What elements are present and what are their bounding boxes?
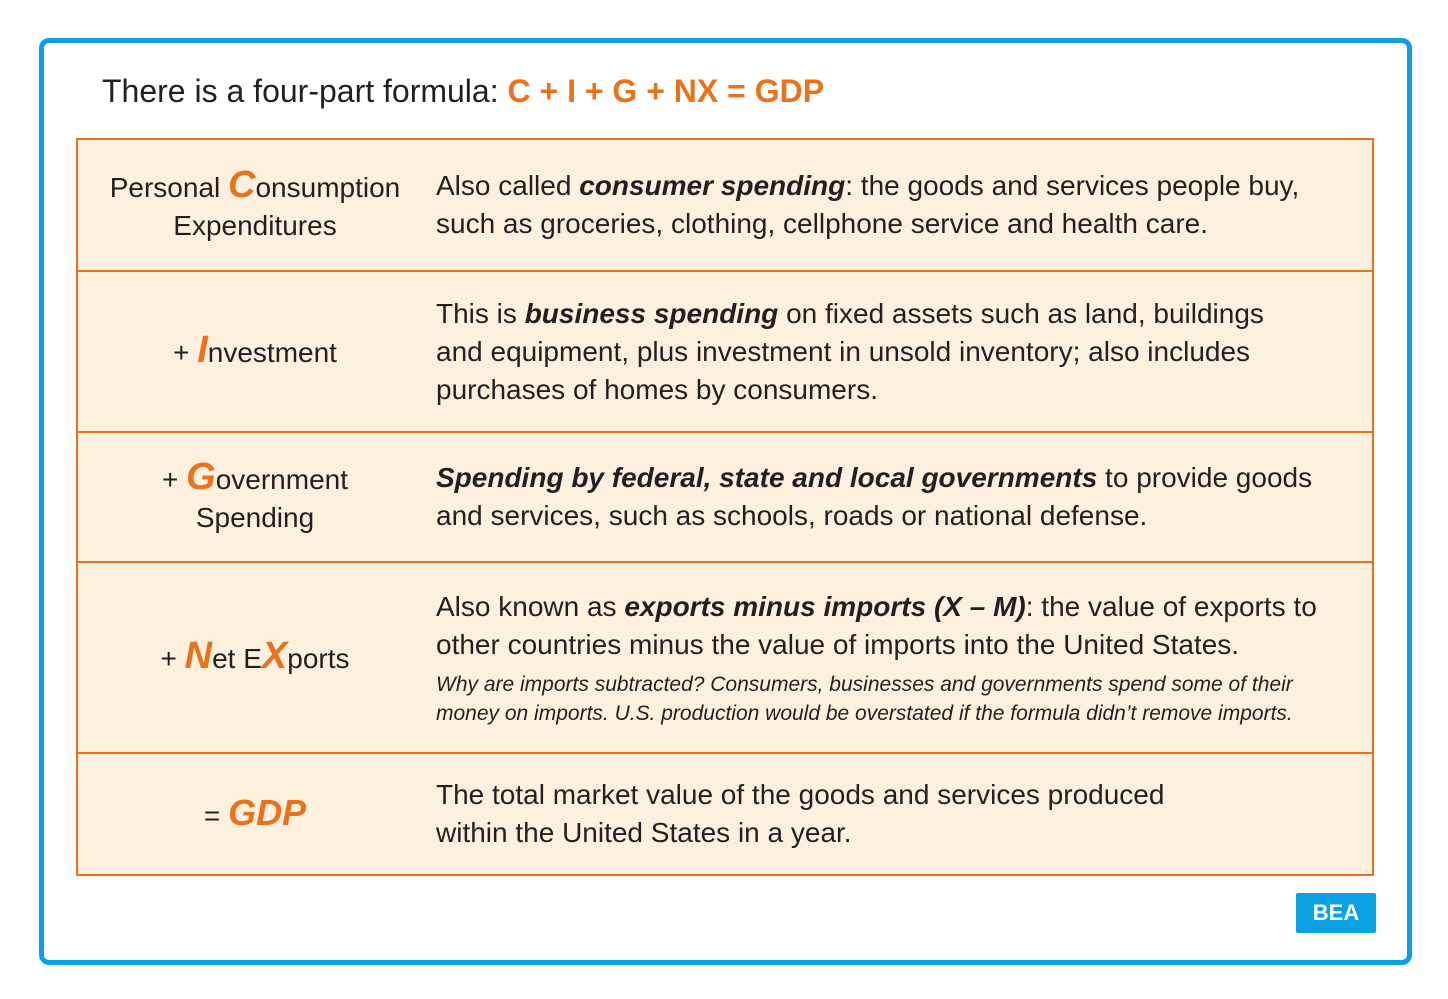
desc-text: Also known as (436, 590, 625, 622)
desc-investment: This is business spending on fixed asset… (428, 272, 1372, 431)
term-prefix: + (173, 337, 198, 368)
table-row-gdp: = GDP The total market value of the good… (78, 754, 1372, 874)
term-letter-n: N (184, 635, 213, 677)
term-consumption: Personal Consumption Expenditures (78, 140, 428, 270)
desc-net-exports: Also known as exports minus imports (X –… (428, 563, 1372, 752)
table-row-government: + Government Spending Spending by federa… (78, 433, 1372, 563)
desc-text: on fixed assets such as land, buildings … (436, 297, 1264, 405)
slide-title: There is a four-part formula: C + I + G … (102, 73, 824, 110)
term-net-exports: + Net EXports (78, 563, 428, 752)
desc-text: to provide goods and services, such as s… (436, 462, 1313, 531)
term-rest: overnment (215, 463, 348, 495)
desc-text: : the value of exports to other countrie… (436, 590, 1317, 660)
term-letter-i: I (197, 329, 208, 371)
desc-emphasis: business spending (524, 297, 779, 329)
term-letter-x: X (261, 635, 288, 677)
desc-text: This is (436, 297, 525, 329)
term-government: + Government Spending (78, 433, 428, 561)
table-row-investment: + Investment This is business spending o… (78, 272, 1372, 433)
desc-text: The total market value of the goods and … (436, 779, 1165, 848)
table-row-consumption: Personal Consumption Expenditures Also c… (78, 140, 1372, 272)
term-investment: + Investment (78, 272, 428, 431)
bea-logo-badge: BEA (1296, 893, 1376, 933)
term-letter-c: C (228, 163, 256, 206)
term-letter-g: G (186, 455, 216, 498)
term-prefix: Personal (109, 171, 229, 203)
term-rest: nvestment (207, 337, 337, 368)
term-line2: Expenditures (173, 209, 337, 241)
desc-text: : the goods and services people buy, suc… (436, 170, 1300, 239)
desc-government: Spending by federal, state and local gov… (428, 433, 1372, 561)
gdp-formula: C + I + G + NX = GDP (507, 73, 825, 109)
desc-gdp: The total market value of the goods and … (428, 754, 1372, 874)
title-intro: There is a four-part formula: (102, 73, 508, 109)
imports-note: Why are imports subtracted? Consumers, b… (436, 672, 1293, 725)
term-gdp-label: GDP (228, 791, 307, 833)
term-prefix: = (203, 799, 229, 831)
term-rest: onsumption (255, 171, 401, 203)
term-rest: ports (287, 643, 350, 674)
term-mid: et E (212, 643, 262, 674)
table-row-net-exports: + Net EXports Also known as exports minu… (78, 563, 1372, 754)
term-prefix: + (162, 463, 187, 495)
slide-frame: There is a four-part formula: C + I + G … (39, 38, 1412, 965)
desc-emphasis: consumer spending (579, 170, 846, 201)
desc-consumption: Also called consumer spending: the goods… (428, 140, 1372, 270)
desc-emphasis: Spending by federal, state and local gov… (436, 462, 1098, 493)
desc-text: Also called (436, 170, 580, 201)
term-gdp: = GDP (78, 754, 428, 874)
gdp-components-table: Personal Consumption Expenditures Also c… (76, 138, 1374, 876)
term-prefix: + (160, 643, 185, 674)
desc-emphasis: exports minus imports (X – M) (624, 590, 1026, 622)
term-line2: Spending (195, 501, 315, 533)
